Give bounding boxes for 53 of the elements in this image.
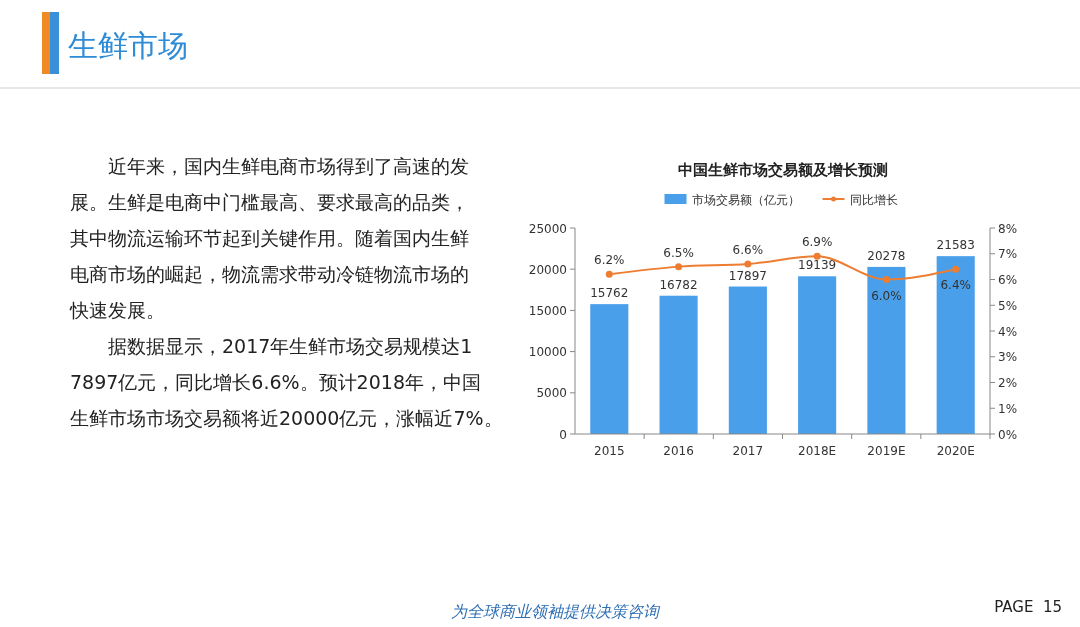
data-label: 15762 [590, 286, 629, 301]
bar [798, 276, 837, 434]
data-label: 20278 [867, 248, 906, 263]
point [675, 263, 683, 271]
data-label: 6.0% [871, 288, 902, 303]
chart-title: 中国生鲜市场交易额及增长预测 [677, 161, 888, 179]
legend-label: 市场交易额（亿元） [691, 192, 800, 207]
x-tick-label: 2016 [663, 444, 694, 458]
legend-label: 同比增长 [849, 192, 898, 207]
x-tick-label: 2020E [936, 444, 975, 458]
y2-tick-label: 0% [998, 427, 1018, 442]
bar [867, 266, 906, 434]
y2-tick-label: 5% [998, 298, 1018, 313]
y2-tick-label: 6% [998, 273, 1018, 287]
y2-tick-label: 4% [998, 324, 1018, 339]
bar [728, 286, 767, 434]
point [952, 265, 960, 273]
y-tick-label: 15000 [528, 303, 567, 318]
bar [590, 304, 629, 434]
bar [936, 256, 975, 434]
point [813, 252, 821, 260]
y2-tick-label: 1% [998, 401, 1018, 416]
x-tick-label: 2019E [867, 444, 906, 458]
x-tick-label: 2017 [732, 444, 764, 458]
point [882, 276, 890, 283]
data-label: 19139 [798, 258, 837, 273]
data-label: 21583 [936, 238, 975, 253]
y2-tick-label: 3% [998, 350, 1018, 365]
text: 为全球商业领袖提供决策咨询 [451, 602, 661, 621]
text: 据数据显示，2017年生鲜市场交易规模达17897亿元，同比增长6.6%。预计2018年，中国生鲜市场市场交易额将近20000亿元，涨幅近7%。 [70, 335, 503, 429]
data-label: 6.9% [801, 235, 833, 250]
point [744, 260, 752, 268]
y-tick-label: 10000 [528, 345, 567, 360]
data-label: 16782 [659, 277, 698, 292]
y2-tick-label: 8% [998, 221, 1018, 236]
y-tick-label: 5000 [536, 386, 567, 401]
data-label: 6.6% [732, 243, 764, 258]
data-label: 6.4% [940, 278, 971, 293]
bar [659, 295, 698, 434]
x-tick-label: 2018E [798, 444, 837, 458]
data-label: 6.2% [594, 253, 625, 268]
y2-tick-label: 7% [998, 247, 1018, 262]
point [605, 270, 613, 278]
x-tick-label: 2015 [594, 444, 625, 458]
y2-tick-label: 2% [998, 376, 1018, 390]
y-tick-label: 0 [559, 427, 567, 442]
text: 生鲜市场 [68, 28, 188, 63]
data-label: 6.5% [663, 245, 694, 260]
text: PAGE 15 [994, 598, 1062, 616]
text: 近年来，国内生鲜电商市场得到了高速的发展。生鲜是电商中门槛最高、要求最高的品类，其中物流运输环节起到关键作用。随着国内生鲜电商市场的崛起，物流需求带动冷链物流市场的快速发展。 [69, 155, 469, 321]
y-tick-label: 20000 [528, 262, 567, 277]
data-label: 17897 [728, 268, 767, 283]
y-tick-label: 25000 [528, 221, 567, 236]
